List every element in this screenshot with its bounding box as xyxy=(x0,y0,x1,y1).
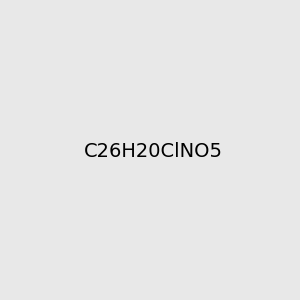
Text: C26H20ClNO5: C26H20ClNO5 xyxy=(84,142,223,161)
